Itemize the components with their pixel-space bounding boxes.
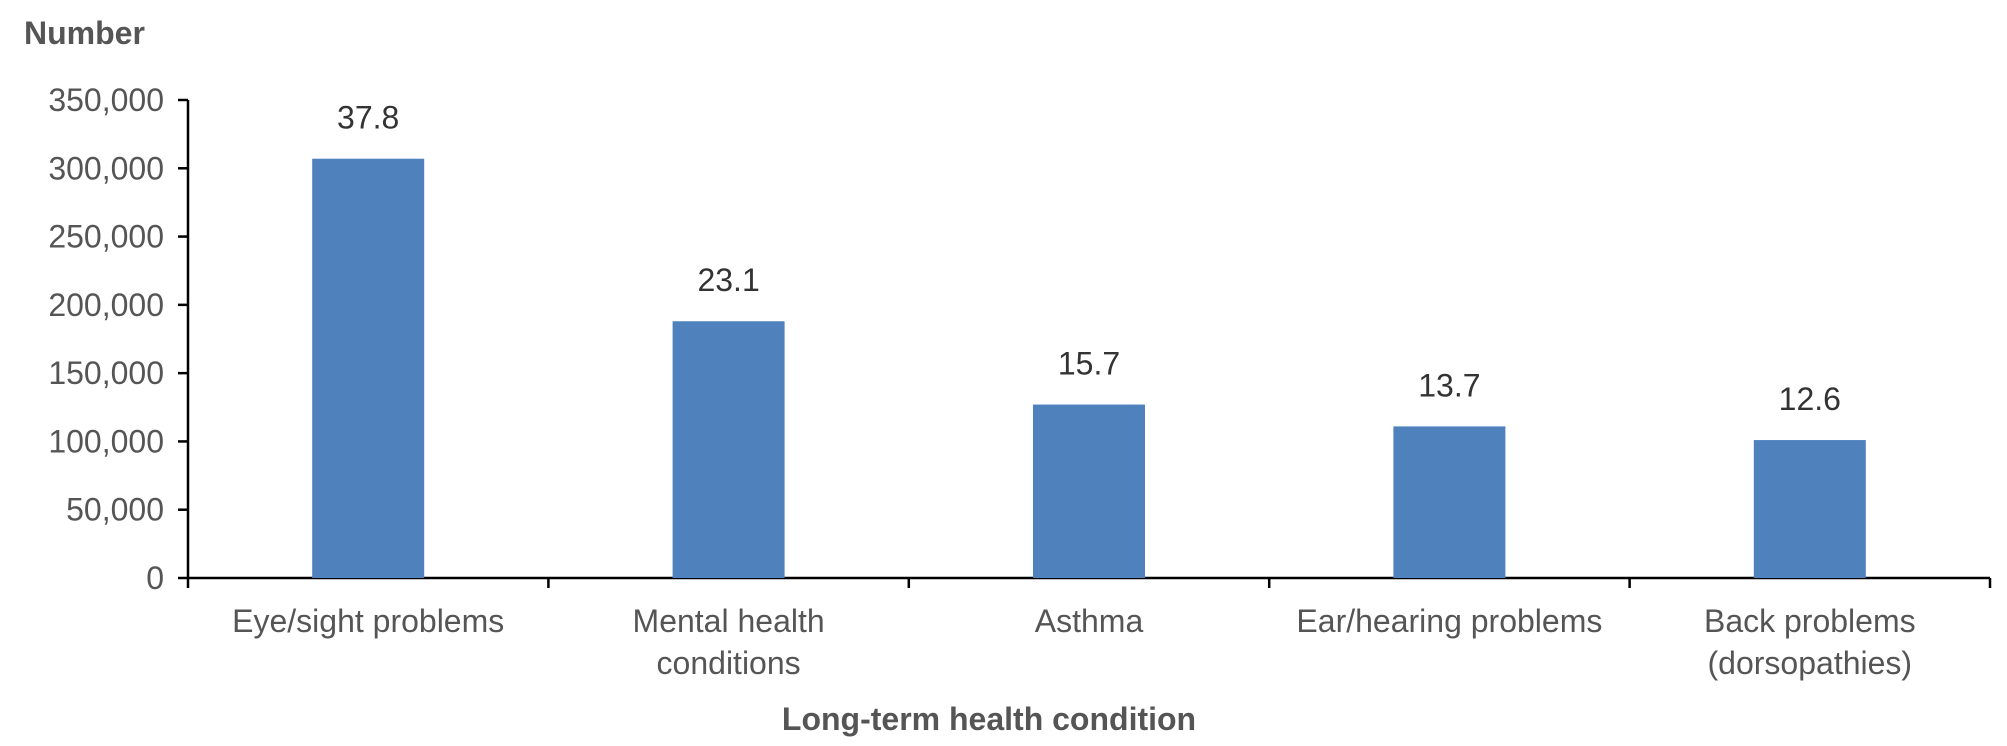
data-label: 15.7 — [1058, 346, 1120, 382]
x-axis-title: Long-term health condition — [782, 701, 1196, 737]
y-tick-label: 150,000 — [48, 355, 164, 391]
y-axis: 0 50,000 100,000 150,000 200,000 250,000 300,0… — [48, 82, 190, 596]
data-label: 37.8 — [337, 100, 399, 136]
y-tick-label: 50,000 — [66, 492, 164, 528]
x-tick-label: Ear/hearing problems — [1296, 603, 1602, 639]
data-labels: 37.8 23.1 15.7 13.7 12.6 — [337, 100, 1841, 417]
y-tick-label: 250,000 — [48, 219, 164, 255]
x-tick-label: Eye/sight problems — [232, 603, 504, 639]
data-label: 23.1 — [697, 262, 759, 298]
bars — [312, 158, 1866, 578]
y-tick-label: 300,000 — [48, 150, 164, 186]
x-tick-label: Mental health conditions — [633, 603, 825, 681]
bar — [312, 158, 425, 578]
y-tick-label: 350,000 — [48, 82, 164, 118]
x-axis: Eye/sight problems Mental health condition… — [186, 576, 1992, 681]
y-tick-label: 100,000 — [48, 423, 164, 459]
x-tick-label: Asthma — [1035, 603, 1144, 639]
y-tick-label: 200,000 — [48, 287, 164, 323]
bar — [1393, 426, 1506, 578]
y-axis-title: Number — [24, 15, 145, 51]
data-label: 13.7 — [1418, 367, 1480, 403]
bar — [1753, 440, 1866, 578]
x-tick-label: Back problems (dorsopathies) — [1704, 603, 1916, 681]
bar — [1033, 404, 1145, 578]
y-tick-label: 0 — [146, 560, 164, 596]
data-label: 12.6 — [1779, 381, 1841, 417]
bar — [672, 321, 785, 578]
